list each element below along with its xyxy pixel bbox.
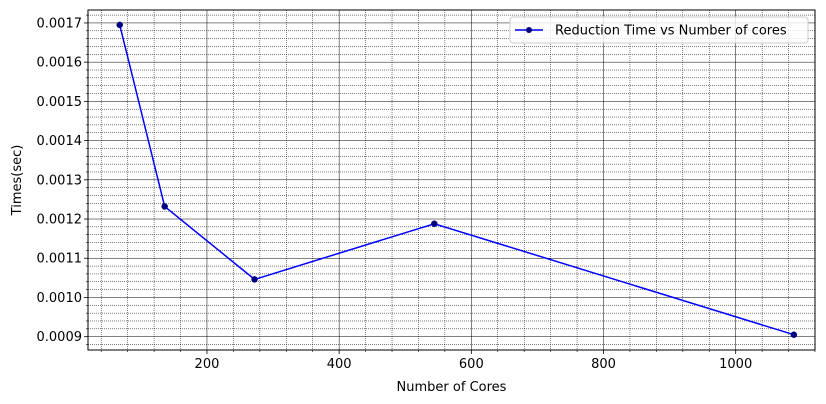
- x-tick-label: 800: [591, 357, 616, 372]
- x-tick-label: 400: [327, 357, 352, 372]
- y-axis-title: Times(sec): [10, 145, 25, 217]
- y-tick-label: 0.0015: [37, 95, 83, 110]
- x-tick-label: 200: [195, 357, 220, 372]
- data-point: [431, 220, 438, 227]
- y-tick-label: 0.0012: [37, 213, 83, 228]
- legend-marker-swatch: [526, 27, 532, 33]
- legend-label: Reduction Time vs Number of cores: [555, 24, 787, 39]
- x-axis-title: Number of Cores: [397, 380, 507, 395]
- y-tick-label: 0.0017: [37, 16, 83, 31]
- y-tick-label: 0.0010: [37, 291, 83, 306]
- data-point: [116, 21, 123, 29]
- series-layer: [116, 21, 798, 338]
- major-grid: [88, 10, 815, 350]
- data-point: [161, 203, 168, 210]
- legend-box: [509, 16, 809, 44]
- y-tick-label: 0.0013: [37, 173, 83, 188]
- y-tick-label: 0.0014: [37, 134, 83, 149]
- legend: Reduction Time vs Number of cores: [509, 16, 809, 44]
- x-tick-label: 1000: [719, 357, 752, 372]
- data-point: [251, 276, 258, 283]
- y-tick-label: 0.0011: [37, 252, 83, 267]
- y-tick-label: 0.0009: [37, 330, 83, 345]
- x-tick-label: 600: [459, 357, 484, 372]
- data-point: [790, 331, 798, 338]
- y-tick-label: 0.0016: [37, 56, 83, 71]
- axis-ticks: 200 400 600 800 1000 0.0009 0.0010 0.0011 0.0012…: [37, 14, 816, 372]
